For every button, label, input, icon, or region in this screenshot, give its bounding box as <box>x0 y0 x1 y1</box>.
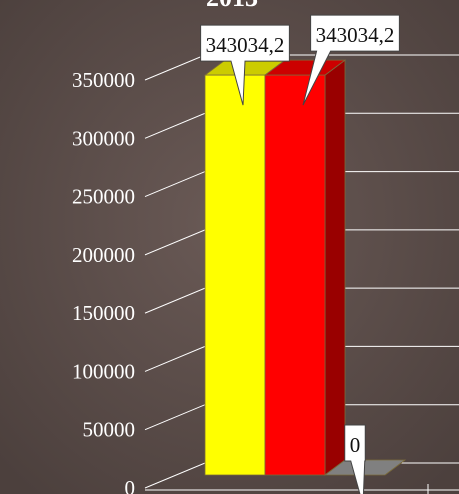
chart-title: 2013 <box>206 0 258 12</box>
bar <box>263 59 347 476</box>
data-label: 343034,2 <box>206 33 285 57</box>
data-label-box <box>302 14 400 106</box>
bar-top <box>323 459 407 476</box>
bar-front <box>264 74 326 476</box>
y-tick-label: 350000 <box>72 68 135 92</box>
data-label-box <box>344 424 366 494</box>
y-tick-label: 50000 <box>83 418 136 442</box>
bar <box>323 459 407 476</box>
y-tick-label: 250000 <box>72 185 135 209</box>
y-tick-label: 0 <box>125 476 136 494</box>
y-tick-label: 300000 <box>72 126 135 150</box>
y-tick-label: 100000 <box>72 359 135 383</box>
y-tick-label: 150000 <box>72 301 135 325</box>
y-tick-label: 200000 <box>72 243 135 267</box>
data-label-box <box>200 24 290 106</box>
data-label: 0 <box>350 433 361 457</box>
bar-side <box>324 59 346 476</box>
bar-front <box>204 74 266 476</box>
data-label: 343034,2 <box>316 23 395 47</box>
